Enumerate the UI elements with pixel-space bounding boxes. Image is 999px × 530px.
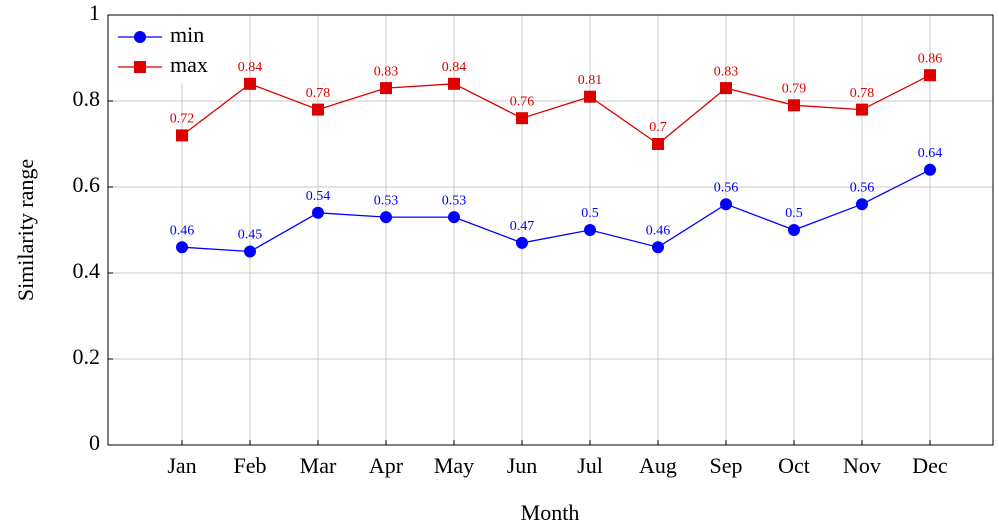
data-label: 0.5 (581, 206, 599, 221)
x-tick-label: Nov (843, 453, 881, 478)
data-point (788, 224, 800, 236)
x-tick-label: Apr (369, 453, 404, 478)
data-label: 0.46 (646, 223, 671, 238)
data-label: 0.5 (785, 206, 803, 221)
data-point (856, 198, 868, 211)
data-point (244, 245, 256, 258)
series-line (181, 74, 931, 145)
data-point (380, 82, 392, 95)
data-label: 0.53 (442, 193, 467, 208)
x-tick-label: Sep (710, 453, 743, 478)
y-tick-label: 0.8 (73, 86, 101, 111)
data-label: 0.81 (578, 73, 603, 88)
x-tick-label: Dec (912, 453, 948, 478)
data-point (652, 138, 664, 150)
y-axis-label: Similarity range (13, 159, 38, 301)
x-tick-label: Jul (577, 453, 603, 478)
data-point (924, 163, 936, 176)
x-tick-label: Mar (300, 453, 337, 478)
data-point (788, 99, 800, 112)
legend-label: max (170, 52, 208, 77)
data-point (244, 77, 256, 90)
x-tick-label: Jun (507, 453, 538, 478)
x-tick-label: May (434, 453, 474, 478)
data-point (312, 103, 324, 116)
data-label: 0.46 (170, 223, 195, 238)
data-point (584, 90, 596, 103)
x-tick-label: Aug (639, 453, 677, 478)
x-axis-label: Month (521, 500, 580, 525)
x-tick-label: Jan (167, 453, 196, 478)
data-label: 0.45 (238, 228, 263, 243)
data-label: 0.53 (374, 193, 399, 208)
data-point (516, 112, 528, 125)
data-label: 0.78 (306, 86, 331, 101)
data-point (584, 224, 596, 236)
y-tick-label: 0.6 (73, 172, 101, 197)
data-label: 0.84 (442, 60, 467, 75)
data-label: 0.47 (510, 219, 535, 234)
legend-marker (134, 61, 146, 73)
data-point (380, 211, 392, 224)
series-line (181, 169, 931, 253)
data-point (176, 129, 188, 142)
data-point (448, 77, 460, 90)
data-label: 0.84 (238, 60, 263, 75)
data-point (856, 103, 868, 116)
x-tick-label: Oct (778, 453, 810, 478)
legend-label: min (170, 22, 204, 47)
y-tick-label: 0.2 (73, 344, 101, 369)
data-point (720, 82, 732, 95)
y-tick-label: 1 (89, 0, 100, 25)
data-point (516, 236, 528, 249)
data-label: 0.83 (714, 64, 739, 79)
plot-frame (107, 14, 994, 446)
data-label: 0.86 (918, 51, 943, 66)
data-point (924, 69, 936, 82)
data-point (720, 198, 732, 211)
data-label: 0.78 (850, 86, 875, 101)
data-label: 0.72 (170, 112, 195, 127)
data-point (448, 211, 460, 224)
data-label: 0.56 (714, 180, 739, 195)
x-tick-label: Feb (234, 453, 267, 478)
data-label: 0.76 (510, 94, 535, 109)
data-label: 0.79 (782, 82, 807, 97)
y-tick-label: 0.4 (73, 258, 101, 283)
data-point (176, 241, 188, 254)
legend-box (109, 16, 236, 84)
data-label: 0.64 (918, 146, 943, 161)
data-point (312, 206, 324, 219)
legend-marker (134, 31, 146, 43)
data-point (652, 241, 664, 254)
data-label: 0.7 (649, 120, 667, 135)
data-label: 0.54 (306, 189, 331, 204)
data-label: 0.56 (850, 180, 875, 195)
data-label: 0.83 (374, 64, 399, 79)
y-tick-label: 0 (89, 430, 100, 455)
